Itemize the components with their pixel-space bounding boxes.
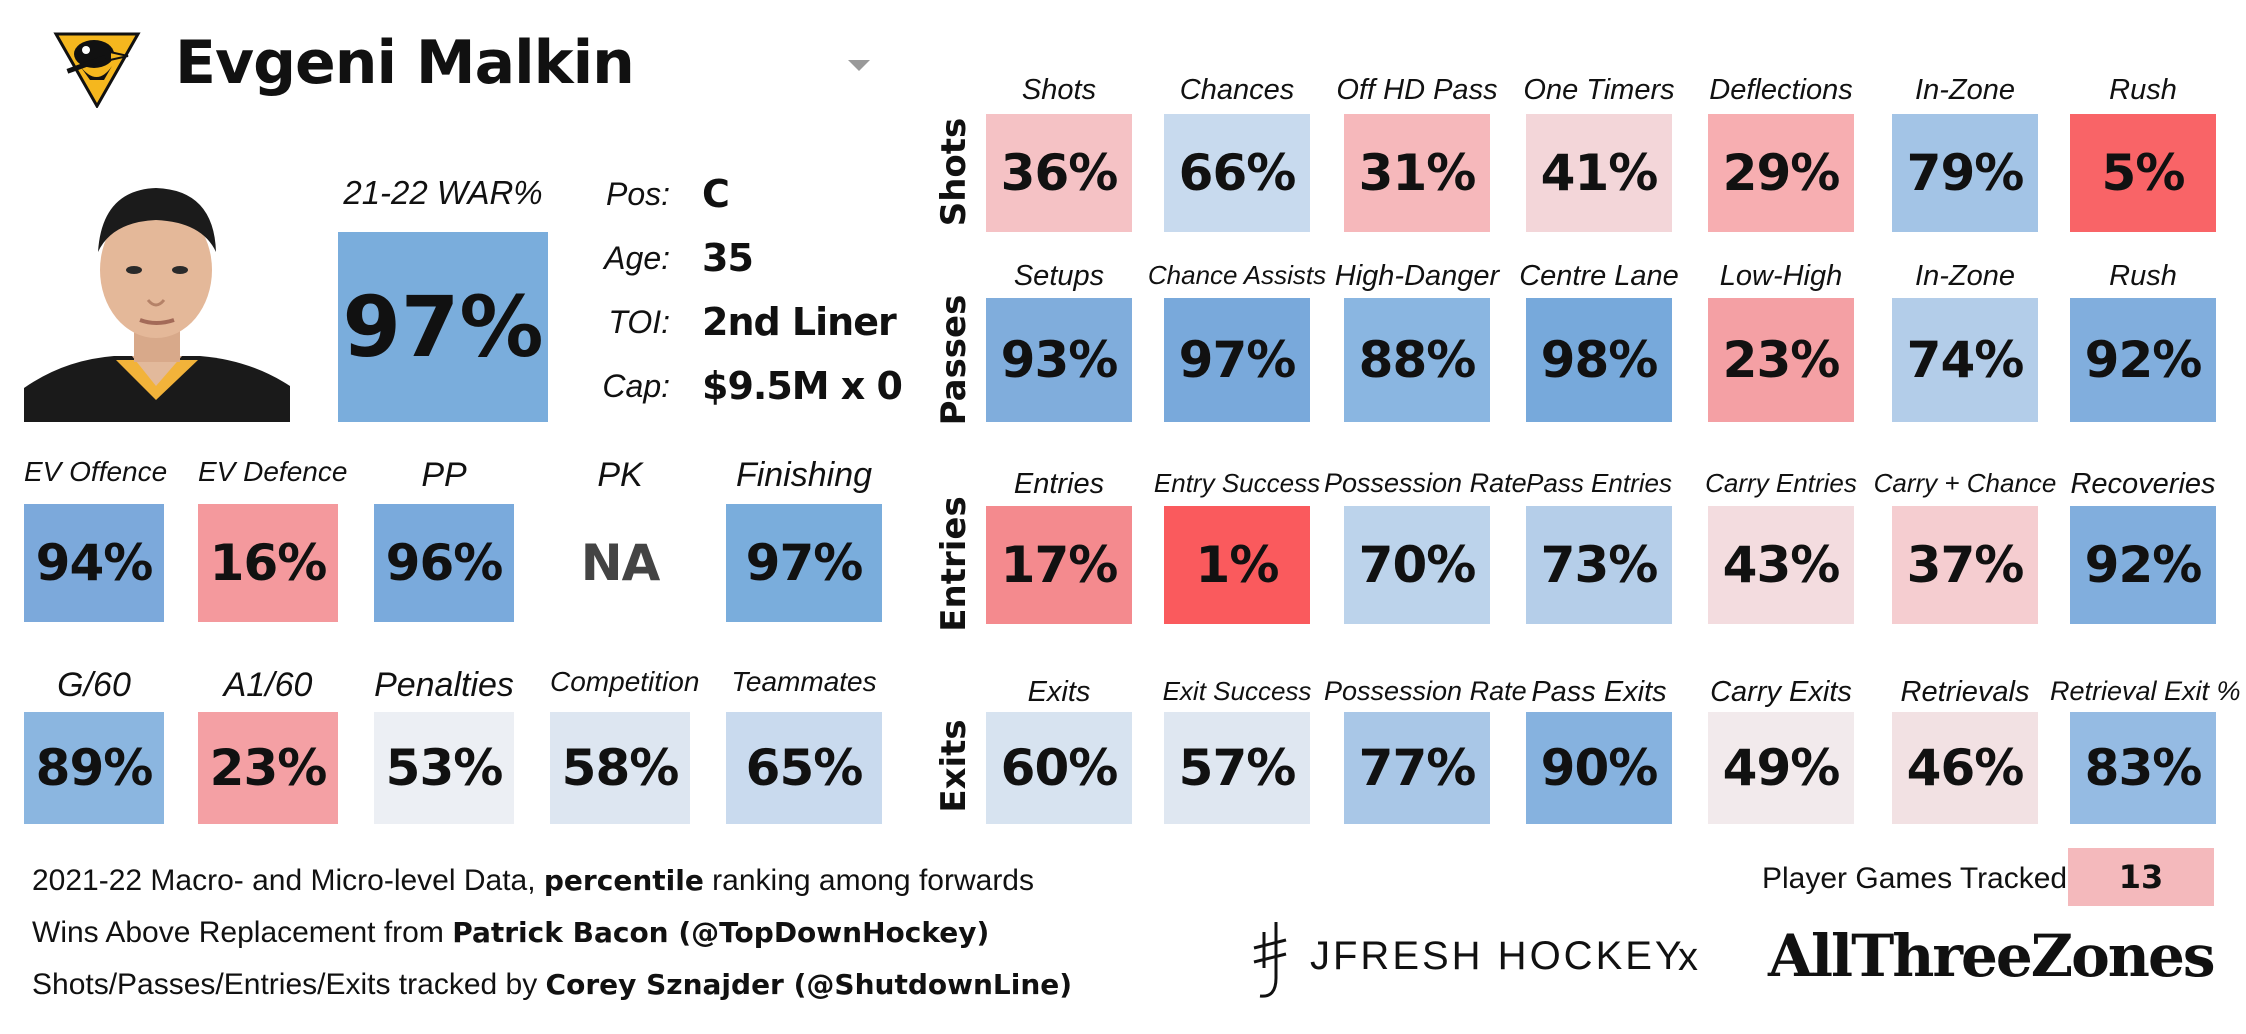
- micro-label: Retrievals: [1900, 676, 2030, 708]
- micro-label: Pass Entries: [1526, 468, 1672, 498]
- micro-label: Chances: [1179, 74, 1295, 106]
- micro-tile: 92%: [2070, 506, 2216, 624]
- macro-label: PK: [597, 456, 643, 494]
- jfresh-logo-icon: [1253, 922, 1287, 998]
- micro-tile: 92%: [2070, 298, 2216, 422]
- footer-war-credit: Wins Above Replacement from Patrick Baco…: [32, 916, 990, 949]
- micro-label: Shots: [1021, 74, 1097, 106]
- micro-tile: 97%: [1164, 298, 1310, 422]
- micro-tile: 57%: [1164, 712, 1310, 824]
- macro-tile: 94%: [24, 504, 164, 622]
- micro-label: Setups: [1013, 260, 1105, 292]
- micro-tile: 1%: [1164, 506, 1310, 624]
- micro-label: Carry Exits: [1710, 676, 1852, 708]
- info-label: TOI:: [608, 304, 670, 340]
- jfresh-hockey-brand: JFRESH HOCKEY: [1310, 934, 1685, 978]
- macro-label: PP: [421, 456, 467, 494]
- info-value: C: [702, 172, 730, 216]
- micro-tile: 83%: [2070, 712, 2216, 824]
- footer-data-note: 2021-22 Macro- and Micro-level Data, per…: [32, 864, 1034, 897]
- micro-label: Exit Success: [1162, 676, 1312, 706]
- micro-tile: 23%: [1708, 298, 1854, 422]
- macro-tile: 58%: [550, 712, 690, 824]
- micro-tile: 41%: [1526, 114, 1672, 232]
- micro-label: Deflections: [1709, 74, 1853, 106]
- micro-tile: 5%: [2070, 114, 2216, 232]
- allthreezones-brand: AllThreeZones: [1768, 922, 2216, 990]
- micro-tile: 74%: [1892, 298, 2038, 422]
- player-select-dropdown[interactable]: [848, 60, 870, 71]
- micro-tile: 17%: [986, 506, 1132, 624]
- games-tracked-label: Player Games Tracked:: [1762, 862, 2076, 895]
- micro-label: Rush: [2109, 260, 2177, 292]
- micro-label: Possession Rate: [1324, 676, 1527, 706]
- micro-tile: 43%: [1708, 506, 1854, 624]
- micro-tile: 70%: [1344, 506, 1490, 624]
- macro-label: A1/60: [223, 666, 313, 704]
- micro-label: Recoveries: [2070, 468, 2216, 500]
- micro-tile: 79%: [1892, 114, 2038, 232]
- macro-tile: 97%: [726, 504, 882, 622]
- macro-tile: 89%: [24, 712, 164, 824]
- micro-label: Possession Rate: [1324, 468, 1527, 498]
- info-label: Pos:: [605, 176, 670, 212]
- micro-label: Entry Success: [1153, 468, 1321, 498]
- micro-label: Centre Lane: [1519, 260, 1679, 292]
- micro-tile: 49%: [1708, 712, 1854, 824]
- macro-label: EV Defence: [198, 456, 348, 487]
- footer-tracking-credit: Shots/Passes/Entries/Exits tracked by Co…: [32, 968, 1073, 1001]
- macro-label: Teammates: [731, 666, 877, 697]
- micro-tile: 88%: [1344, 298, 1490, 422]
- micro-label: One Timers: [1523, 74, 1675, 106]
- micro-label: In-Zone: [1915, 260, 2015, 292]
- micro-tile: 73%: [1526, 506, 1672, 624]
- info-value: 2nd Liner: [702, 300, 897, 344]
- info-value: $9.5M x 0: [702, 364, 903, 408]
- micro-label: Pass Exits: [1531, 676, 1667, 708]
- micro-label: Off HD Pass: [1336, 74, 1498, 106]
- micro-tile: 36%: [986, 114, 1132, 232]
- macro-tile: 23%: [198, 712, 338, 824]
- games-tracked-value: 13: [2068, 848, 2214, 906]
- macro-label: Competition: [550, 666, 700, 697]
- micro-label: Entries: [1013, 468, 1105, 500]
- micro-tile: 37%: [1892, 506, 2038, 624]
- macro-tile: 16%: [198, 504, 338, 622]
- macro-label: G/60: [57, 666, 131, 704]
- macro-tile: NA: [550, 504, 690, 622]
- micro-label: Carry Entries: [1705, 468, 1857, 498]
- micro-tile: 60%: [986, 712, 1132, 824]
- brand-separator: x: [1678, 935, 1698, 979]
- macro-label: Penalties: [374, 666, 514, 704]
- macro-label: Finishing: [735, 456, 873, 494]
- micro-label: Low-High: [1719, 260, 1843, 292]
- micro-tile: 98%: [1526, 298, 1672, 422]
- micro-tile: 77%: [1344, 712, 1490, 824]
- macro-tile: 96%: [374, 504, 514, 622]
- war-label: 21-22 WAR%: [343, 174, 543, 211]
- micro-label: Chance Assists: [1147, 260, 1327, 290]
- micro-label: Exits: [1027, 676, 1091, 708]
- micro-tile: 31%: [1344, 114, 1490, 232]
- micro-tile: 93%: [986, 298, 1132, 422]
- micro-tile: 46%: [1892, 712, 2038, 824]
- info-value: 35: [702, 236, 754, 280]
- micro-label: Rush: [2109, 74, 2177, 106]
- macro-tile: 53%: [374, 712, 514, 824]
- penguins-logo-icon: [53, 32, 141, 108]
- micro-label: High-Danger: [1334, 260, 1500, 292]
- micro-label: Retrieval Exit %: [2050, 676, 2241, 706]
- micro-tile: 29%: [1708, 114, 1854, 232]
- micro-label: Carry + Chance: [1873, 468, 2057, 498]
- micro-tile: 90%: [1526, 712, 1672, 824]
- micro-label: In-Zone: [1915, 74, 2015, 106]
- info-label: Age:: [604, 240, 670, 276]
- macro-tile: 65%: [726, 712, 882, 824]
- player-photo: [24, 160, 290, 422]
- micro-tile: 66%: [1164, 114, 1310, 232]
- war-value-tile: 97%: [338, 232, 548, 422]
- player-name: Evgeni Malkin: [175, 28, 635, 98]
- info-label: Cap:: [602, 368, 670, 404]
- macro-label: EV Offence: [24, 456, 168, 487]
